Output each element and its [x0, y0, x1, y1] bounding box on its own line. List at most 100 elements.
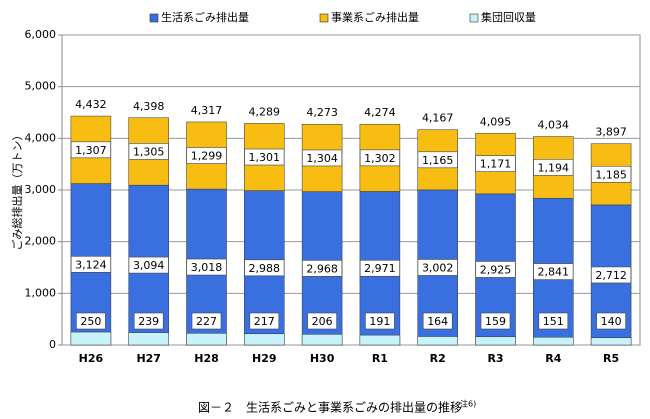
- x-tick-label: H30: [310, 352, 335, 365]
- data-label: 191: [369, 315, 390, 328]
- y-tick-label: 1,000: [25, 286, 57, 299]
- x-tick-label: H29: [252, 352, 277, 365]
- data-label: 3,124: [75, 258, 107, 271]
- note: 注6): [460, 399, 476, 409]
- x-tick-label: R5: [603, 352, 619, 365]
- data-label-box: [359, 149, 400, 167]
- x-tick-label: R1: [372, 352, 388, 365]
- x-tick-label: R4: [545, 352, 561, 365]
- data-label-box: [307, 312, 337, 330]
- data-label-box: [70, 255, 111, 273]
- data-label: 1,165: [422, 154, 454, 167]
- data-label: 1,185: [595, 168, 627, 181]
- y-tick-label: 2,000: [25, 235, 57, 248]
- x-tick-label: H28: [194, 352, 219, 365]
- data-label: 239: [138, 315, 159, 328]
- total-label: 4,034: [538, 119, 570, 132]
- data-label: 1,301: [249, 151, 281, 164]
- x-tick-label: R3: [487, 352, 503, 365]
- bar: [128, 332, 169, 346]
- total-label: 4,167: [422, 112, 454, 125]
- data-label: 3,002: [422, 261, 454, 274]
- data-label-box: [533, 263, 574, 280]
- data-label: 151: [543, 315, 564, 328]
- data-label: 1,305: [133, 145, 165, 158]
- data-label: 1,304: [306, 152, 338, 165]
- legend-label: 集団回収量: [481, 10, 536, 24]
- y-tick-label: 4,000: [25, 131, 57, 144]
- total-label: 3,897: [595, 126, 627, 139]
- data-label-box: [70, 141, 111, 159]
- x-tick-label: R2: [430, 352, 446, 365]
- data-label: 159: [485, 315, 506, 328]
- data-label-box: [533, 159, 574, 176]
- data-label-box: [422, 312, 453, 330]
- data-label-box: [76, 312, 106, 330]
- data-label: 2,988: [249, 262, 281, 275]
- data-label: 227: [196, 315, 217, 328]
- bar: [244, 333, 285, 346]
- data-label: 2,971: [364, 262, 396, 275]
- data-label: 1,307: [75, 144, 107, 157]
- bar: [533, 336, 574, 346]
- data-label-box: [596, 312, 626, 330]
- data-label-box: [128, 256, 169, 274]
- data-label-box: [133, 312, 164, 330]
- total-label: 4,289: [249, 105, 281, 118]
- data-label-box: [591, 266, 632, 284]
- bar: [301, 334, 343, 346]
- data-label: 2,841: [538, 266, 570, 279]
- data-label: 2,712: [595, 269, 627, 282]
- data-label-box: [191, 312, 222, 330]
- data-label: 217: [254, 315, 275, 328]
- data-label: 206: [312, 315, 333, 328]
- data-label: 3,094: [133, 259, 165, 272]
- data-label-box: [302, 260, 343, 277]
- y-tick-label: 3,000: [25, 183, 57, 196]
- legend-swatch: [149, 13, 159, 23]
- legend-swatch: [319, 13, 329, 23]
- y-axis-label: ごみ総排出量（万トン）: [10, 130, 24, 251]
- bar: [590, 337, 632, 346]
- data-label: 1,171: [480, 158, 512, 171]
- total-label: 4,432: [75, 98, 107, 111]
- data-label-box: [417, 259, 458, 276]
- data-label-box: [475, 261, 516, 278]
- data-label: 140: [601, 315, 622, 328]
- data-label-box: [591, 165, 632, 183]
- data-label-box: [249, 312, 280, 330]
- y-tick-label: 6,000: [25, 28, 57, 41]
- data-label: 164: [427, 315, 448, 328]
- data-label: 3,018: [191, 261, 223, 274]
- data-label-box: [365, 312, 395, 330]
- total-label: 4,273: [306, 106, 338, 119]
- x-tick-label: H27: [136, 352, 161, 365]
- x-tick-label: H26: [79, 352, 104, 365]
- data-label: 1,299: [191, 150, 223, 163]
- data-label-box: [475, 155, 516, 172]
- total-label: 4,317: [191, 104, 223, 117]
- data-label-box: [417, 151, 458, 169]
- total-label: 4,398: [133, 100, 165, 113]
- bar: [186, 333, 227, 346]
- bar: [475, 336, 516, 346]
- bar: [70, 331, 112, 346]
- total-label: 4,095: [480, 115, 512, 128]
- data-label-box: [244, 259, 285, 277]
- legend-label: 生活系ごみ排出量: [161, 10, 249, 24]
- data-label-box: [359, 259, 400, 277]
- data-label-box: [186, 147, 227, 164]
- data-label: 250: [80, 315, 101, 328]
- data-label-box: [186, 258, 227, 276]
- data-label: 1,302: [364, 152, 396, 165]
- bar: [417, 336, 458, 346]
- data-label-box: [128, 143, 169, 160]
- legend-label: 事業系ごみ排出量: [331, 10, 419, 24]
- data-label: 2,925: [480, 263, 512, 276]
- total-label: 4,274: [364, 106, 396, 119]
- data-label-box: [302, 149, 343, 167]
- data-label-box: [244, 148, 285, 166]
- data-label: 2,968: [306, 262, 338, 275]
- data-label: 1,194: [538, 161, 570, 174]
